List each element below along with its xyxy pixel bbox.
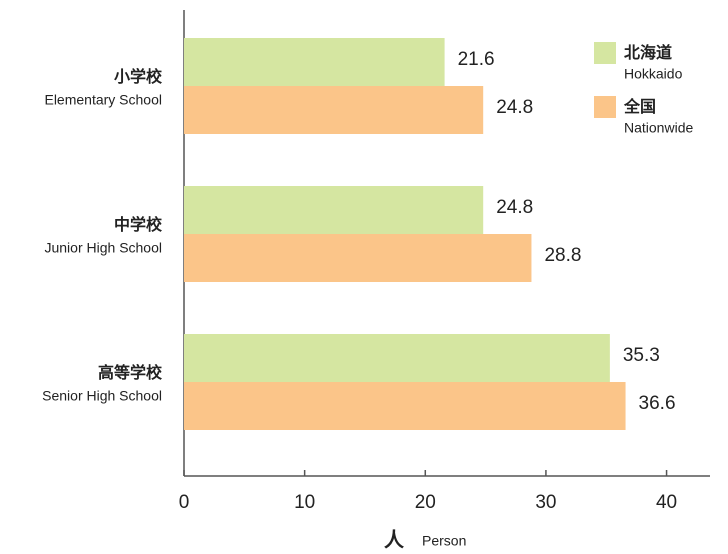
value-label: 36.6 (639, 393, 676, 414)
value-label: 28.8 (544, 245, 581, 266)
category-label: 中学校 (114, 215, 163, 234)
bar (184, 38, 445, 86)
x-axis-label: 人 (384, 528, 405, 551)
x-axis-label: Person (422, 533, 466, 549)
legend-label: Nationwide (624, 120, 693, 136)
category-label: Elementary School (44, 92, 162, 108)
x-tick-label: 30 (535, 492, 556, 513)
category-label: Senior High School (42, 388, 162, 404)
value-label: 24.8 (496, 97, 533, 118)
bar (184, 234, 532, 282)
value-label: 21.6 (458, 49, 495, 70)
x-tick-label: 0 (179, 492, 190, 513)
category-label: 小学校 (114, 67, 163, 86)
x-tick-label: 10 (294, 492, 315, 513)
category-label: Junior High School (44, 240, 162, 256)
legend-swatch (594, 96, 616, 118)
bar (184, 86, 484, 134)
legend-label: 全国 (623, 97, 656, 116)
value-label: 24.8 (496, 197, 533, 218)
bar (184, 334, 610, 382)
legend-swatch (594, 42, 616, 64)
x-tick-label: 40 (656, 492, 677, 513)
bar (184, 382, 626, 430)
x-tick-label: 20 (415, 492, 436, 513)
legend-label: 北海道 (624, 43, 672, 62)
value-label: 35.3 (623, 345, 660, 366)
legend-label: Hokkaido (624, 66, 683, 82)
category-label: 高等学校 (98, 363, 163, 382)
bar (184, 186, 484, 234)
